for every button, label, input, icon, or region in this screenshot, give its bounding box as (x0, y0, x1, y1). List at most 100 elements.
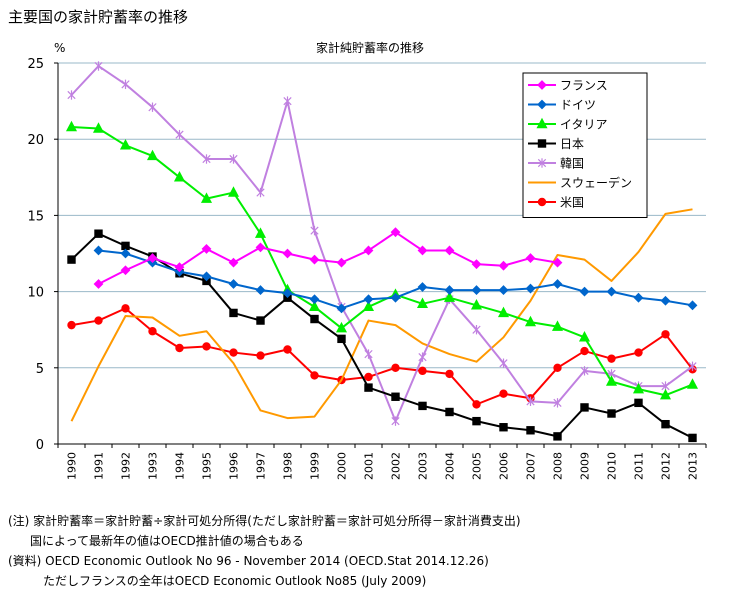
data-point (525, 253, 536, 263)
data-point (499, 389, 508, 398)
data-point (364, 349, 373, 359)
data-point (201, 271, 212, 282)
data-point (526, 396, 535, 407)
data-point (228, 279, 239, 289)
x-tick-label: 2003 (417, 452, 430, 480)
data-point (120, 248, 131, 259)
data-point (364, 372, 373, 382)
data-point (660, 295, 671, 306)
x-tick-label: 2005 (471, 452, 484, 480)
data-point (497, 306, 510, 318)
data-point (67, 90, 76, 100)
data-point (227, 186, 240, 197)
data-point (498, 260, 509, 271)
x-tick-label: 2004 (444, 452, 457, 480)
legend-swatch-marker (537, 99, 547, 110)
legend-swatch-marker (537, 80, 547, 90)
x-tick-label: 1991 (93, 452, 106, 480)
x-tick-label: 2013 (687, 452, 700, 480)
data-point (362, 300, 375, 312)
data-point (661, 330, 670, 339)
series-ドイツ (93, 245, 698, 314)
x-tick-label: 2008 (552, 452, 565, 480)
data-point (256, 187, 265, 198)
legend-swatch-marker (537, 158, 547, 168)
data-point (553, 363, 562, 372)
series-韓国 (67, 61, 697, 426)
data-point (499, 358, 508, 368)
data-point (607, 354, 616, 363)
data-point (309, 254, 320, 265)
y-tick-label: 0 (36, 438, 44, 453)
data-point (282, 288, 293, 299)
data-point (498, 285, 509, 295)
legend-item: ドイツ (528, 98, 596, 112)
data-point (229, 154, 238, 164)
footnote-france-source: ただしフランスの全年はOECD Economic Outlook No85 (J… (43, 574, 427, 588)
data-point (202, 154, 211, 164)
data-point (687, 300, 698, 311)
data-point (201, 244, 212, 254)
data-point (283, 96, 292, 106)
legend-swatch-marker (536, 117, 548, 129)
data-point (418, 352, 427, 362)
data-point (633, 292, 644, 303)
data-point (472, 416, 481, 426)
data-point (471, 259, 482, 270)
series-スウェーデン (70, 208, 693, 422)
x-tick-label: 2001 (363, 452, 376, 480)
data-point (121, 241, 130, 251)
data-point (310, 371, 319, 380)
data-point (553, 432, 562, 441)
x-tick-label: 1996 (228, 452, 241, 480)
series-フランス (93, 227, 563, 289)
data-point (229, 348, 238, 357)
series-イタリア (65, 120, 699, 400)
data-point (146, 149, 159, 161)
x-tick-label: 2011 (633, 452, 646, 480)
data-point (93, 279, 104, 289)
x-tick-label: 1990 (66, 452, 79, 480)
data-point (471, 285, 482, 295)
series-line (71, 126, 693, 397)
y-tick-label: 25 (27, 57, 44, 72)
data-point (390, 292, 401, 303)
x-tick-label: 1992 (120, 452, 133, 480)
data-point (607, 409, 616, 418)
legend-label: 日本 (560, 137, 584, 151)
data-point (443, 291, 456, 302)
series-line (70, 232, 693, 439)
data-point (363, 245, 374, 256)
data-point (92, 122, 105, 133)
data-point (283, 345, 292, 354)
data-point (579, 286, 590, 297)
footnote-source: (資料) OECD Economic Outlook No 96 - Novem… (8, 554, 489, 568)
data-point (67, 320, 76, 330)
data-point (578, 331, 591, 342)
data-point (417, 282, 428, 292)
x-tick-label: 2000 (336, 452, 349, 480)
legend-item: フランス (528, 79, 608, 93)
data-point (472, 400, 481, 409)
data-point (310, 225, 319, 236)
series-layer (65, 61, 699, 443)
data-point (121, 304, 130, 313)
data-point (256, 316, 265, 325)
data-point (174, 262, 185, 273)
legend-label: スウェーデン (560, 175, 632, 190)
data-point (363, 294, 374, 305)
data-point (119, 139, 132, 150)
data-point (229, 308, 238, 318)
series-line (98, 231, 558, 285)
data-point (120, 265, 131, 276)
data-point (416, 297, 429, 308)
data-point (553, 398, 562, 408)
y-tick-label: 10 (27, 286, 44, 301)
data-point (364, 383, 373, 392)
data-point (418, 401, 427, 411)
data-point (228, 257, 239, 268)
data-point (499, 423, 508, 432)
data-point (254, 227, 267, 238)
legend-label: 韓国 (560, 157, 584, 171)
series-line (70, 208, 693, 422)
